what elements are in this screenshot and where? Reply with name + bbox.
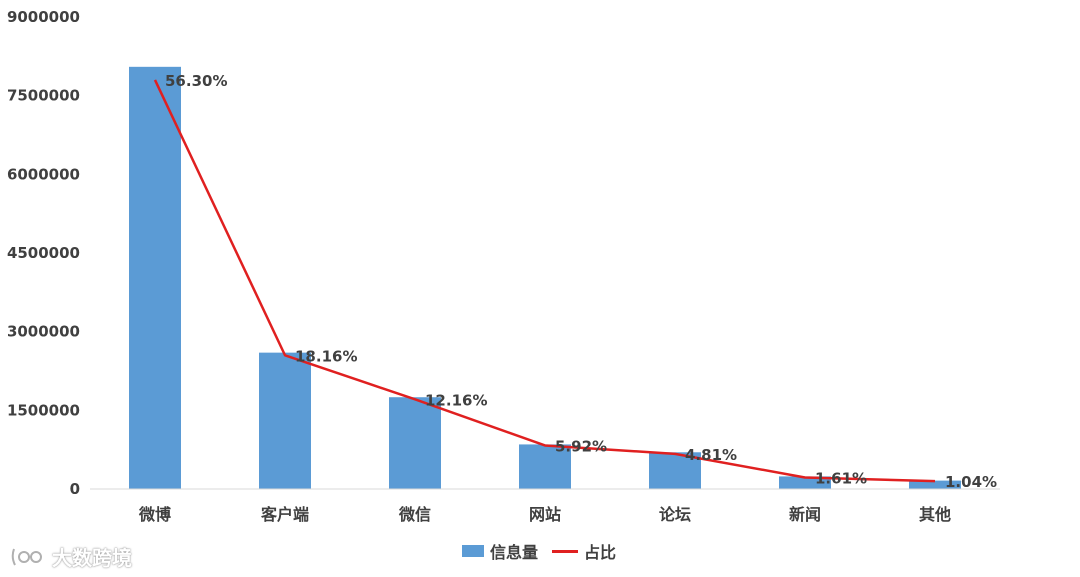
y-tick-label: 0 <box>70 480 80 498</box>
share-line <box>153 79 936 483</box>
legend-label-bar: 信息量 <box>490 543 539 562</box>
legend-label-line: 占比 <box>584 543 617 562</box>
legend-swatch-bar <box>462 545 484 557</box>
x-tick-label: 新闻 <box>789 505 821 524</box>
data-label: 18.16% <box>295 347 357 365</box>
data-label: 12.16% <box>425 391 487 409</box>
data-label: 1.61% <box>815 469 867 487</box>
x-tick-label: 微博 <box>138 505 171 524</box>
y-tick-label: 9000000 <box>7 8 80 26</box>
legend-item-line: 占比 <box>552 539 616 563</box>
y-tick-label: 7500000 <box>7 87 80 105</box>
x-tick-label: 网站 <box>529 505 561 524</box>
legend-item-bar: 信息量 <box>462 539 538 563</box>
x-axis: 微博 客户端 微信 网站 论坛 新闻 其他 <box>138 505 951 524</box>
x-tick-label: 微信 <box>398 505 431 524</box>
watermark-text: 大数跨境 <box>52 546 132 570</box>
data-label: 56.30% <box>165 72 227 90</box>
bar <box>259 352 311 489</box>
bars <box>129 66 961 490</box>
data-label: 4.81% <box>685 446 737 464</box>
x-tick-label: 其他 <box>919 505 951 524</box>
y-tick-label: 1500000 <box>7 401 80 419</box>
legend-swatch-line <box>552 549 579 553</box>
x-tick-label: 论坛 <box>659 505 691 524</box>
y-axis: 0 1500000 3000000 4500000 6000000 7500000 9000… <box>7 8 80 498</box>
data-label: 1.04% <box>945 473 997 491</box>
bar <box>649 452 701 489</box>
bar <box>779 476 831 489</box>
bar <box>909 480 961 489</box>
bar <box>129 66 181 490</box>
y-tick-label: 3000000 <box>7 323 80 341</box>
data-labels: 56.30% 18.16% 12.16% 5.92% 4.81% 1.61% 1.04% <box>165 72 997 491</box>
bar <box>389 397 441 489</box>
y-tick-label: 6000000 <box>7 165 80 183</box>
y-tick-label: 4500000 <box>7 244 80 262</box>
legend: 信息量 占比 <box>462 540 616 562</box>
x-tick-label: 客户端 <box>261 505 309 524</box>
bar <box>519 444 571 489</box>
data-label: 5.92% <box>555 437 607 455</box>
watermark: 大数跨境 <box>10 542 132 571</box>
share-polyline <box>153 79 936 483</box>
watermark-logo-icon <box>11 548 42 565</box>
